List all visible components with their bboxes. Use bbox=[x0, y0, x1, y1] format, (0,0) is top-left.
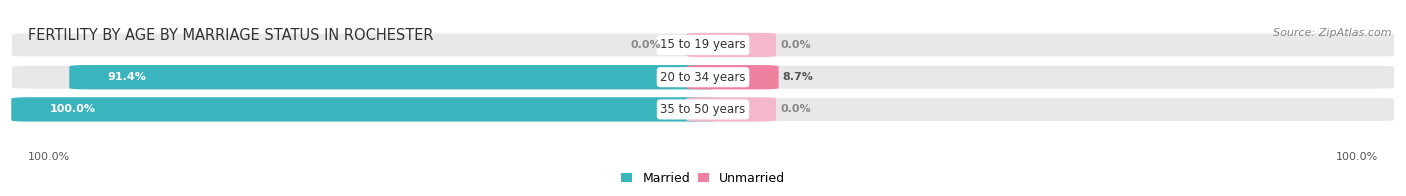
Text: 35 to 50 years: 35 to 50 years bbox=[661, 103, 745, 116]
FancyBboxPatch shape bbox=[11, 65, 1395, 89]
FancyBboxPatch shape bbox=[11, 97, 1395, 122]
Text: 0.0%: 0.0% bbox=[630, 40, 661, 50]
Text: 15 to 19 years: 15 to 19 years bbox=[661, 38, 745, 52]
Text: 8.7%: 8.7% bbox=[783, 72, 814, 82]
Text: 91.4%: 91.4% bbox=[107, 72, 146, 82]
FancyBboxPatch shape bbox=[686, 65, 779, 89]
FancyBboxPatch shape bbox=[686, 33, 776, 57]
FancyBboxPatch shape bbox=[686, 97, 776, 122]
Legend: Married, Unmarried: Married, Unmarried bbox=[621, 172, 785, 185]
Text: 20 to 34 years: 20 to 34 years bbox=[661, 71, 745, 84]
Text: FERTILITY BY AGE BY MARRIAGE STATUS IN ROCHESTER: FERTILITY BY AGE BY MARRIAGE STATUS IN R… bbox=[28, 28, 433, 43]
Text: 0.0%: 0.0% bbox=[780, 40, 811, 50]
Text: 100.0%: 100.0% bbox=[1336, 152, 1378, 162]
Text: 100.0%: 100.0% bbox=[49, 104, 96, 114]
Text: 0.0%: 0.0% bbox=[780, 104, 811, 114]
FancyBboxPatch shape bbox=[11, 97, 720, 122]
FancyBboxPatch shape bbox=[69, 65, 720, 89]
Text: 100.0%: 100.0% bbox=[28, 152, 70, 162]
FancyBboxPatch shape bbox=[11, 33, 1395, 57]
Text: Source: ZipAtlas.com: Source: ZipAtlas.com bbox=[1274, 28, 1392, 38]
